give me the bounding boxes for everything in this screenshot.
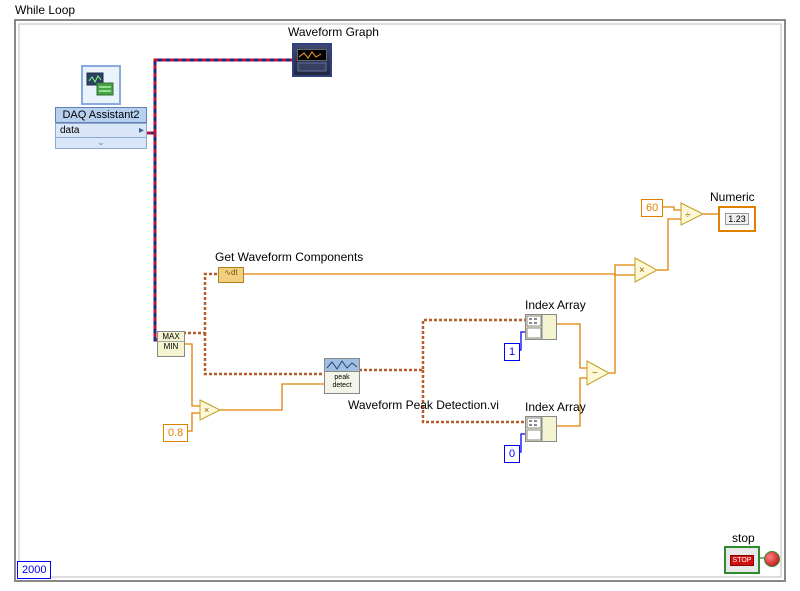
waveform-graph-label: Waveform Graph (288, 25, 379, 39)
stop-button-text: STOP (730, 555, 755, 566)
get-waveform-components-label: Get Waveform Components (215, 250, 363, 264)
express-expand-chevron[interactable]: ⌄ (55, 138, 147, 149)
min-label: MIN (158, 342, 184, 351)
index-array1-label: Index Array (525, 298, 586, 312)
iteration-terminal[interactable]: 2000 (17, 561, 51, 579)
get-waveform-components-node[interactable]: ∿dt (218, 267, 244, 283)
index-array1-node[interactable] (525, 314, 557, 340)
waveform-peak-detection-vi[interactable]: peak detect (324, 358, 360, 394)
svg-text:−: − (592, 368, 598, 379)
daq-assistant-icon (81, 65, 121, 105)
peak-vi-text: peak detect (325, 372, 359, 390)
constant-1[interactable]: 1 (504, 343, 520, 361)
daq-assistant-vi[interactable]: DAQ Assistant2 data ▸ ⌄ (55, 65, 147, 149)
numeric-indicator[interactable]: 1.23 (718, 206, 756, 232)
max-label: MAX (158, 332, 184, 342)
numeric-label: Numeric (710, 190, 755, 204)
max-min-node[interactable]: MAX MIN (157, 331, 185, 357)
while-loop-label: While Loop (15, 3, 75, 17)
stop-button-terminal[interactable]: STOP (724, 546, 760, 574)
numeric-indicator-inner: 1.23 (725, 213, 749, 225)
constant-60[interactable]: 60 (641, 199, 663, 217)
constant-0-8[interactable]: 0.8 (163, 424, 188, 442)
constant-0[interactable]: 0 (504, 445, 520, 463)
index-array2-label: Index Array (525, 400, 586, 414)
waveform-peak-detection-label: Waveform Peak Detection.vi (348, 398, 499, 412)
index-array2-node[interactable] (525, 416, 557, 442)
daq-assistant-caption: DAQ Assistant2 (55, 107, 147, 123)
waveform-graph-terminal[interactable] (292, 43, 332, 77)
svg-text:÷: ÷ (685, 210, 691, 221)
stop-label: stop (732, 531, 755, 545)
loop-condition-terminal[interactable] (764, 551, 780, 567)
daq-data-terminal[interactable]: data ▸ (55, 123, 147, 138)
svg-text:×: × (639, 265, 645, 276)
svg-text:×: × (204, 405, 209, 415)
labview-block-diagram: × × − ÷ While Loop Waveform Graph DAQ As… (0, 0, 800, 591)
